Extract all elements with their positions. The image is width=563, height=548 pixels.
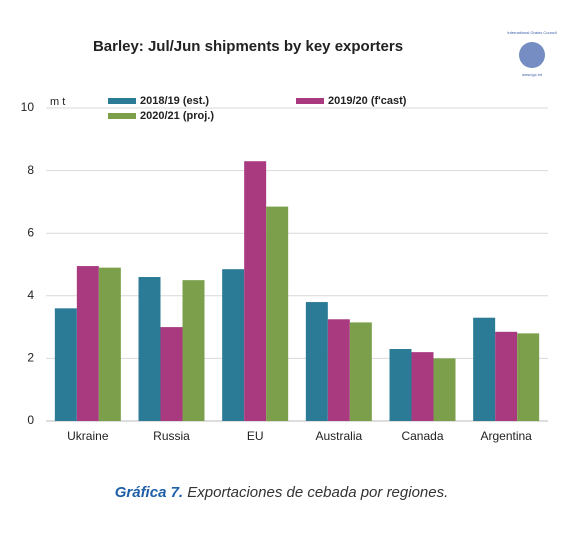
caption-text: Exportaciones de cebada por regiones.: [187, 484, 449, 501]
bar: [305, 302, 328, 421]
bar: [138, 277, 161, 421]
bar: [222, 269, 245, 421]
caption-label: Gráfica 7.: [114, 484, 184, 501]
bar: [473, 317, 496, 421]
x-tick-label: Ukraine: [67, 429, 109, 443]
x-tick-label: Australia: [315, 429, 362, 443]
logo-name: International Grains Council: [507, 30, 556, 35]
chart: Barley: Jul/Jun shipments by key exporte…: [21, 30, 557, 443]
bar: [266, 206, 289, 421]
y-tick-label: 10: [21, 100, 35, 114]
legend-label: 2019/20 (f'cast): [328, 95, 407, 107]
bar: [327, 319, 350, 421]
bar: [244, 161, 267, 421]
y-axis-label: m t: [50, 96, 65, 108]
bar: [349, 322, 372, 421]
bar: [495, 331, 518, 421]
legend-swatch: [108, 113, 136, 119]
bar: [517, 333, 540, 421]
bar: [160, 327, 183, 421]
legend-label: 2020/21 (proj.): [140, 110, 214, 122]
bar: [389, 349, 412, 421]
y-tick-label: 0: [27, 413, 34, 427]
x-tick-label: Canada: [401, 429, 443, 443]
y-tick-label: 6: [27, 225, 34, 239]
bar: [411, 352, 434, 421]
y-tick-label: 4: [27, 288, 34, 302]
bar: [98, 267, 121, 421]
logo-url: www.igc.int: [522, 72, 543, 77]
x-tick-label: Argentina: [480, 429, 532, 443]
legend-label: 2018/19 (est.): [140, 95, 209, 107]
y-tick-label: 2: [27, 351, 34, 365]
legend-swatch: [296, 98, 324, 104]
x-tick-label: EU: [247, 429, 264, 443]
bar: [54, 308, 77, 421]
logo-icon: [519, 42, 545, 68]
bar: [433, 358, 456, 421]
legend-swatch: [108, 98, 136, 104]
chart-title: Barley: Jul/Jun shipments by key exporte…: [93, 38, 403, 55]
x-tick-label: Russia: [153, 429, 190, 443]
caption: Gráfica 7. Exportaciones de cebada por r…: [0, 484, 563, 501]
y-tick-label: 8: [27, 163, 34, 177]
bar: [76, 266, 99, 421]
bar: [182, 280, 205, 421]
